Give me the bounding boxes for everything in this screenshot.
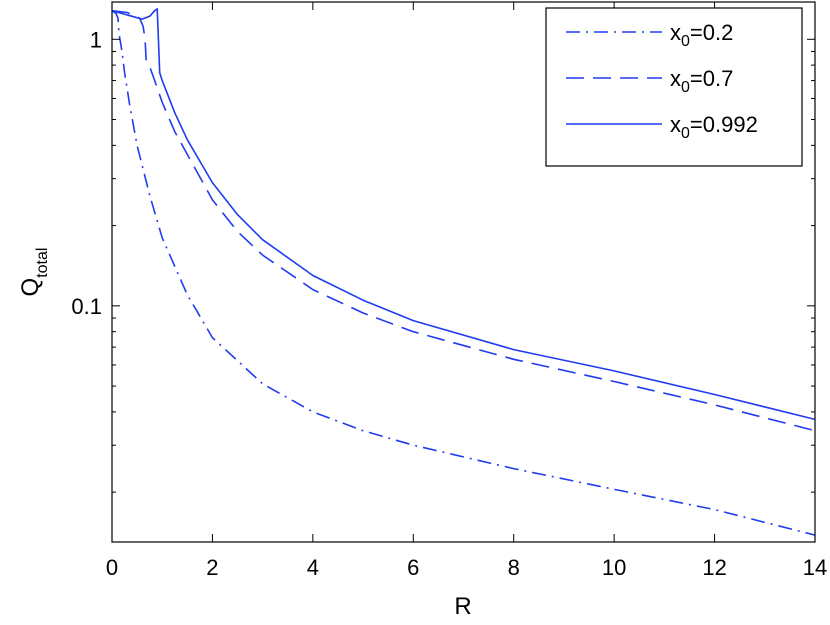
x-tick-label: 6 <box>407 555 419 580</box>
x-tick-label: 0 <box>106 555 118 580</box>
y-axis-title-base: Q <box>17 278 44 297</box>
x-tick-label: 12 <box>702 555 726 580</box>
x-tick-label: 10 <box>602 555 626 580</box>
x-tick-label: 2 <box>206 555 218 580</box>
legend-label-1: x0=0.2 <box>670 20 733 50</box>
legend-label-2: x0=0.7 <box>670 66 733 96</box>
series-line-3 <box>111 8 816 421</box>
x-axis-title: R <box>454 593 471 620</box>
ticks-layer: 0 2 4 6 8 10 12 14 0.1 1 <box>71 2 827 580</box>
series-line-1 <box>111 10 816 536</box>
series-layer <box>111 8 816 536</box>
svg-text:Qtotal: Qtotal <box>17 248 51 297</box>
legend-box <box>545 7 803 167</box>
y-tick-label: 1 <box>90 27 102 52</box>
y-axis-title: Qtotal <box>17 248 51 297</box>
y-tick-label: 0.1 <box>71 294 102 319</box>
plot-frame <box>111 1 816 543</box>
legend-label-3: x0=0.992 <box>670 112 758 142</box>
series-line-2 <box>111 9 816 432</box>
legend: x0=0.2 x0=0.7 x0=0.992 <box>545 7 803 167</box>
y-axis-title-subscript: total <box>34 248 51 278</box>
x-tick-label: 14 <box>803 555 827 580</box>
x-tick-label: 8 <box>508 555 520 580</box>
x-tick-label: 4 <box>307 555 319 580</box>
